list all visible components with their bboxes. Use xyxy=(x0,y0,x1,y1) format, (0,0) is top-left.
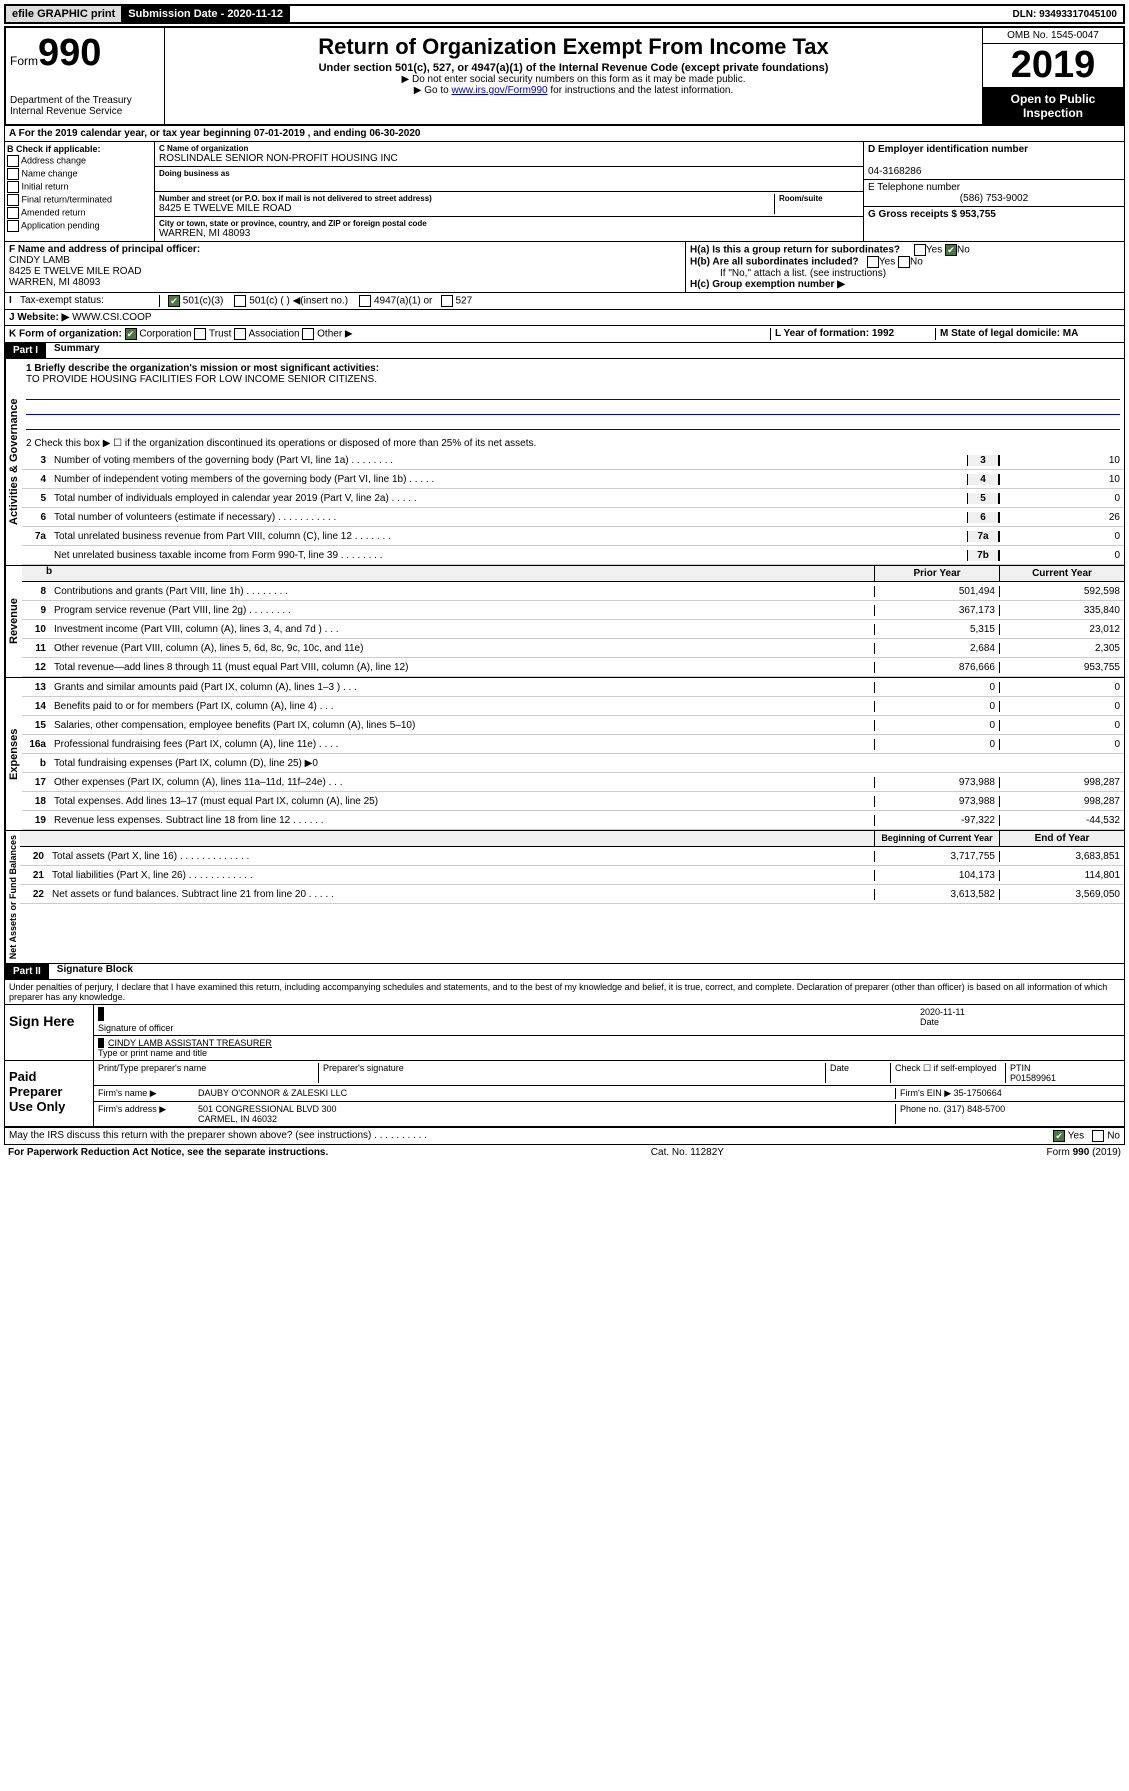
table-row: bTotal fundraising expenses (Part IX, co… xyxy=(22,754,1124,773)
table-row: 20Total assets (Part X, line 16) . . . .… xyxy=(20,847,1124,866)
firm-addr2: CARMEL, IN 46032 xyxy=(198,1114,277,1124)
sub-no[interactable] xyxy=(898,256,910,268)
section-revenue: Revenue b Prior Year Current Year 8Contr… xyxy=(4,566,1125,678)
table-row: 13Grants and similar amounts paid (Part … xyxy=(22,678,1124,697)
line2-checkbox: 2 Check this box ▶ ☐ if the organization… xyxy=(22,436,1124,451)
sign-here-block: Sign Here Signature of officer 2020-11-1… xyxy=(4,1005,1125,1128)
dba xyxy=(159,178,859,189)
form-number: Form990 xyxy=(10,32,160,75)
table-row: 15Salaries, other compensation, employee… xyxy=(22,716,1124,735)
section-netassets: Net Assets or Fund Balances Beginning of… xyxy=(4,831,1125,964)
row-a-period: A For the 2019 calendar year, or tax yea… xyxy=(4,126,1125,142)
table-row: 9Program service revenue (Part VIII, lin… xyxy=(22,601,1124,620)
discuss-no[interactable] xyxy=(1092,1130,1104,1142)
dln: DLN: 93493317045100 xyxy=(1006,7,1123,22)
table-row: 8Contributions and grants (Part VIII, li… xyxy=(22,582,1124,601)
check-initial[interactable] xyxy=(7,181,19,193)
table-row: 17Other expenses (Part IX, column (A), l… xyxy=(22,773,1124,792)
table-row: 3Number of voting members of the governi… xyxy=(22,451,1124,470)
check-name[interactable] xyxy=(7,168,19,180)
top-bar: efile GRAPHIC print Submission Date - 20… xyxy=(4,4,1125,24)
efile-button[interactable]: efile GRAPHIC print xyxy=(6,6,122,22)
org-city: WARREN, MI 48093 xyxy=(159,228,859,239)
table-row: 4Number of independent voting members of… xyxy=(22,470,1124,489)
check-trust[interactable] xyxy=(194,328,206,340)
table-row: 6Total number of volunteers (estimate if… xyxy=(22,508,1124,527)
check-other[interactable] xyxy=(302,328,314,340)
firm-phone: (317) 848-5700 xyxy=(944,1104,1006,1114)
main-info-grid: B Check if applicable: Address change Na… xyxy=(4,142,1125,242)
mission-text: TO PROVIDE HOUSING FACILITIES FOR LOW IN… xyxy=(26,374,377,385)
firm-name: DAUBY O'CONNOR & ZALESKI LLC xyxy=(198,1088,895,1099)
website-value: WWW.CSI.COOP xyxy=(72,312,151,323)
ptin: P01589961 xyxy=(1010,1073,1056,1083)
row-tax-exempt: I Tax-exempt status: 501(c)(3) 501(c) ( … xyxy=(4,293,1125,310)
note-link: ▶ Go to www.irs.gov/Form990 for instruct… xyxy=(169,85,978,96)
group-yes[interactable] xyxy=(914,244,926,256)
table-row: 22Net assets or fund balances. Subtract … xyxy=(20,885,1124,904)
declaration-text: Under penalties of perjury, I declare th… xyxy=(4,980,1125,1005)
firm-ein: 35-1750664 xyxy=(954,1088,1002,1098)
form-title: Return of Organization Exempt From Incom… xyxy=(169,34,978,60)
dept-treasury: Department of the Treasury xyxy=(10,95,160,106)
check-amended[interactable] xyxy=(7,207,19,219)
telephone: (586) 753-9002 xyxy=(868,193,1120,204)
section-governance: Activities & Governance 1 Briefly descri… xyxy=(4,359,1125,566)
col-c-org: C Name of organization ROSLINDALE SENIOR… xyxy=(155,142,864,241)
sub-yes[interactable] xyxy=(867,256,879,268)
section-expenses: Expenses 13Grants and similar amounts pa… xyxy=(4,678,1125,831)
discuss-yes[interactable] xyxy=(1053,1130,1065,1142)
col-d-ein: D Employer identification number 04-3168… xyxy=(864,142,1124,241)
page-footer: For Paperwork Reduction Act Notice, see … xyxy=(4,1145,1125,1160)
row-website: J Website: ▶ WWW.CSI.COOP xyxy=(4,310,1125,326)
table-row: 14Benefits paid to or for members (Part … xyxy=(22,697,1124,716)
check-address[interactable] xyxy=(7,155,19,167)
table-row: 7aTotal unrelated business revenue from … xyxy=(22,527,1124,546)
note-ssn: ▶ Do not enter social security numbers o… xyxy=(169,74,978,85)
firm-addr1: 501 CONGRESSIONAL BLVD 300 xyxy=(198,1104,337,1114)
open-public: Open to Public Inspection xyxy=(983,88,1123,124)
group-no[interactable] xyxy=(945,244,957,256)
part2-header: Part II Signature Block xyxy=(4,964,1125,980)
row-k: K Form of organization: Corporation Trus… xyxy=(4,326,1125,343)
year-formation: L Year of formation: 1992 xyxy=(770,328,935,340)
check-pending[interactable] xyxy=(7,220,19,232)
officer-name: CINDY LAMB xyxy=(9,255,70,266)
officer-name-title: CINDY LAMB ASSISTANT TREASURER xyxy=(108,1038,272,1048)
tax-year: 2019 xyxy=(983,44,1123,88)
table-row: 16aProfessional fundraising fees (Part I… xyxy=(22,735,1124,754)
table-row: 21Total liabilities (Part X, line 26) . … xyxy=(20,866,1124,885)
table-row: 11Other revenue (Part VIII, column (A), … xyxy=(22,639,1124,658)
discuss-row: May the IRS discuss this return with the… xyxy=(4,1128,1125,1145)
irs-label: Internal Revenue Service xyxy=(10,106,160,117)
table-row: 18Total expenses. Add lines 13–17 (must … xyxy=(22,792,1124,811)
org-name: ROSLINDALE SENIOR NON-PROFIT HOUSING INC xyxy=(159,153,859,164)
table-row: 10Investment income (Part VIII, column (… xyxy=(22,620,1124,639)
check-4947[interactable] xyxy=(359,295,371,307)
submission-date: Submission Date - 2020-11-12 xyxy=(122,6,290,22)
org-address: 8425 E TWELVE MILE ROAD xyxy=(159,203,774,214)
gross-receipts: G Gross receipts $ 953,755 xyxy=(868,209,996,220)
state-domicile: M State of legal domicile: MA xyxy=(935,328,1120,340)
form-header: Form990 Department of the Treasury Inter… xyxy=(4,26,1125,126)
irs-link[interactable]: www.irs.gov/Form990 xyxy=(451,85,547,96)
table-row: 19Revenue less expenses. Subtract line 1… xyxy=(22,811,1124,830)
part1-header: Part I Summary xyxy=(4,343,1125,359)
form-subtitle: Under section 501(c), 527, or 4947(a)(1)… xyxy=(169,62,978,74)
check-assoc[interactable] xyxy=(234,328,246,340)
check-corp[interactable] xyxy=(125,328,137,340)
sign-date: 2020-11-11 xyxy=(920,1007,965,1017)
row-f-h: F Name and address of principal officer:… xyxy=(4,242,1125,293)
check-527[interactable] xyxy=(441,295,453,307)
check-501c[interactable] xyxy=(234,295,246,307)
table-row: 5Total number of individuals employed in… xyxy=(22,489,1124,508)
omb-number: OMB No. 1545-0047 xyxy=(983,28,1123,44)
table-row: 12Total revenue—add lines 8 through 11 (… xyxy=(22,658,1124,677)
ein: 04-3168286 xyxy=(868,166,921,177)
check-final[interactable] xyxy=(7,194,19,206)
table-row: Net unrelated business taxable income fr… xyxy=(22,546,1124,565)
col-b-checkboxes: B Check if applicable: Address change Na… xyxy=(5,142,155,241)
check-501c3[interactable] xyxy=(168,295,180,307)
